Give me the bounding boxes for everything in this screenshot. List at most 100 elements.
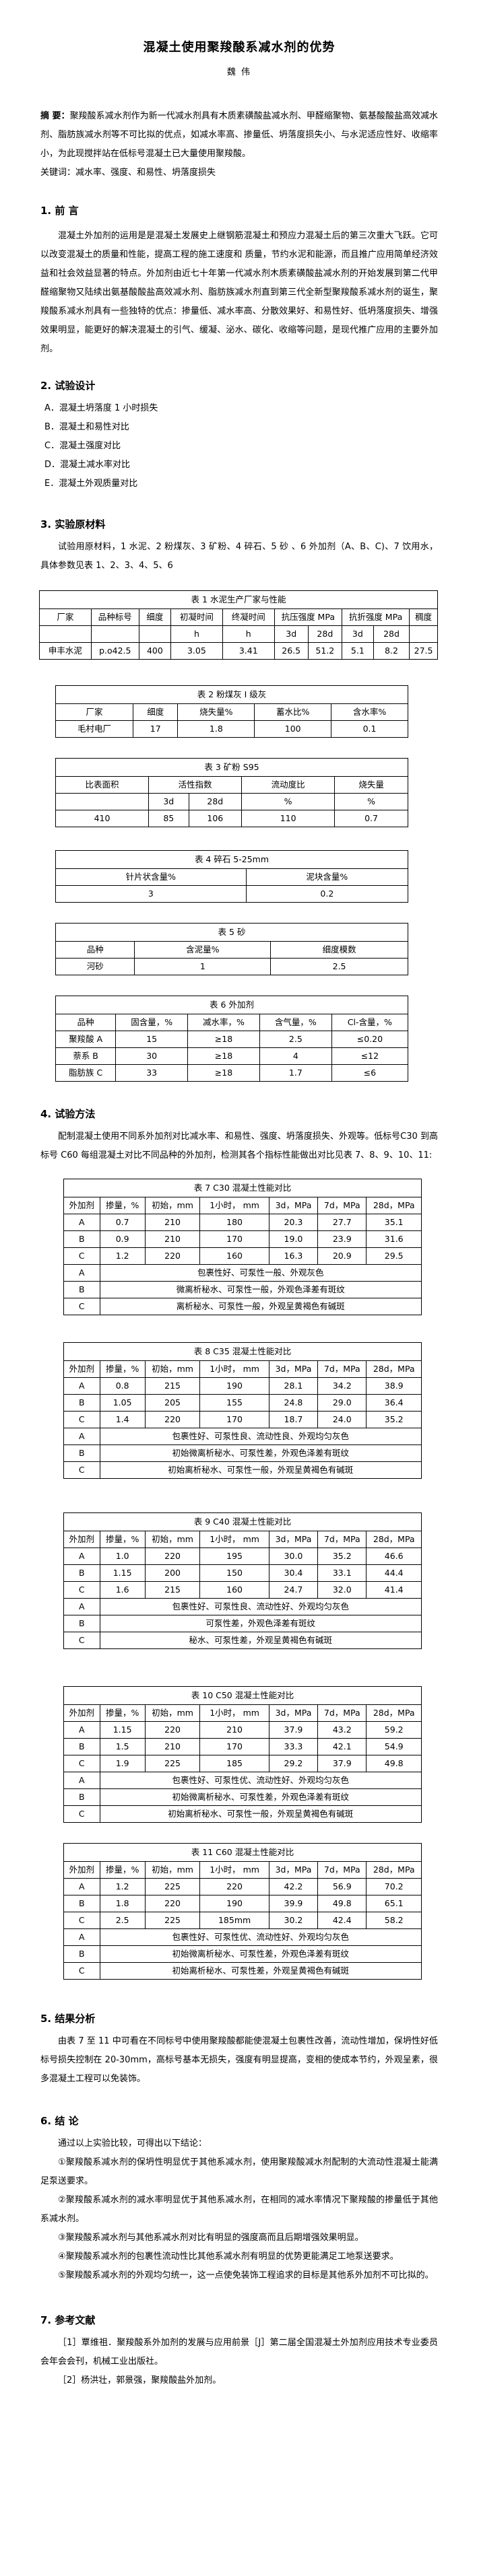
table-cell: 4 (259, 1047, 332, 1065)
remark-label: A (63, 1264, 100, 1282)
table-cell: 1.2 (99, 1247, 146, 1265)
table-8-c35-performance: 表 8 C35 混凝土性能对比 外加剂 掺量，% 初始，mm 1小时， mm 3d，MPa… (63, 1342, 422, 1479)
table-title: 表 3 矿粉 S95 (55, 758, 408, 777)
table-cell: 萘系 B (55, 1047, 117, 1065)
list-item: B．混凝土和易性对比 (44, 422, 129, 432)
table-cell: C (63, 1755, 100, 1772)
table-cell: 33.1 (317, 1564, 367, 1582)
author-name: 魏 伟 (226, 67, 252, 77)
table-cell: 210 (144, 1230, 201, 1248)
column-header: 细度 (138, 608, 172, 626)
table-row: A 1.2 225 220 42.2 56.9 70.2 (63, 1878, 422, 1895)
table-row: A 1.0 220 195 30.0 35.2 46.6 (63, 1547, 422, 1565)
table-cell: 35.1 (366, 1214, 422, 1231)
table-row: 外加剂 掺量，% 初始，mm 1小时， mm 3d，MPa 7d，MPa 28d，MPa (63, 1704, 422, 1722)
table-cell: ≥18 (187, 1064, 260, 1082)
table-row: A 包裹性好、可泵性良、流动性良、外观均匀灰色 (63, 1428, 422, 1445)
table-row: 萘系 B 30 ≥18 4 ≤12 (55, 1047, 409, 1065)
table-2-wrap: 表 2 粉煤灰 I 级灰 厂家 细度 烧失量% 蓄水比% 含水率% 毛村电厂 17 1.8 100… (55, 685, 408, 738)
column-header: 初凝时间 (170, 608, 223, 626)
table-cell: 19.0 (268, 1230, 319, 1248)
table-cell: 毛村电厂 (55, 720, 134, 738)
table-row: C 初始离析秘水、可泵性一般，外观呈黄褐色有碱斑 (63, 1461, 422, 1479)
table-cell: 43.2 (317, 1721, 367, 1739)
table-cell: 1.8 (99, 1895, 146, 1912)
table-cell: C (63, 1411, 100, 1428)
column-header: 掺量，% (99, 1704, 146, 1722)
table-cell: 215 (144, 1377, 201, 1395)
table-cell: 24.8 (268, 1394, 319, 1412)
table-row: 外加剂 掺量，% 初始，mm 1小时， mm 3d，MPa 7d，MPa 28d，MPa (63, 1197, 422, 1214)
column-header: 初始，mm (144, 1861, 201, 1879)
table-cell: 29.5 (366, 1247, 422, 1265)
table-9-wrap: 表 9 C40 混凝土性能对比 外加剂 掺量，% 初始，mm 1小时， mm 3d，MPa… (63, 1512, 422, 1649)
table-cell: 185 (199, 1755, 269, 1772)
table-row: C 1.4 220 170 18.7 24.0 35.2 (63, 1411, 422, 1428)
table-cell: 35.2 (366, 1411, 422, 1428)
table-cell: 65.1 (366, 1895, 422, 1912)
table-row: C 2.5 225 185mm 30.2 42.4 58.2 (63, 1912, 422, 1929)
remark-label: C (63, 1632, 100, 1649)
table-row: A 包裹性好、可泵性优、流动性好、外观均匀灰色 (63, 1772, 422, 1789)
table-8-wrap: 表 8 C35 混凝土性能对比 外加剂 掺量，% 初始，mm 1小时， mm 3d，MPa… (63, 1342, 422, 1479)
table-row: 3 0.2 (55, 885, 409, 903)
remark-label: C (63, 1298, 100, 1315)
table-cell: 106 (188, 810, 243, 827)
table-cell: 195 (199, 1547, 269, 1565)
column-header: 烧失量% (177, 703, 255, 721)
column-header: 3d (274, 625, 309, 643)
column-header: 含泥量% (134, 941, 272, 959)
table-cell: 210 (199, 1721, 269, 1739)
table-cell: 41.4 (366, 1581, 422, 1599)
table-cell: 5.1 (341, 642, 374, 660)
section-3-heading: 3. 实验原材料 (40, 518, 106, 530)
table-cell: 39.9 (268, 1895, 319, 1912)
table-row: C 1.9 225 185 29.2 37.9 49.8 (63, 1755, 422, 1772)
table-1-cement: 表 1 水泥生产厂家与性能 厂家 品种标号 细度 初凝时间 终凝时间 抗压强度 MPa 抗折强… (39, 590, 438, 660)
column-header: 掺量，% (99, 1360, 146, 1378)
table-row: 表 3 矿粉 S95 (55, 758, 408, 777)
table-10-wrap: 表 10 C50 混凝土性能对比 外加剂 掺量，% 初始，mm 1小时， mm 3d，MP… (63, 1686, 422, 1823)
table-cell: 1.05 (99, 1394, 146, 1412)
design-list: A．混凝土坍落度 1 小时损失 B．混凝土和易性对比 C．混凝土强度对比 D．混… (40, 399, 438, 493)
column-header: 28d，MPa (366, 1704, 422, 1722)
conclusion-item-1: ①聚羧酸系减水剂的保坍性明显优于其他系减水剂，使用聚羧酸减水剂配制的大流动性混凝… (40, 2157, 438, 2186)
column-header (90, 625, 139, 643)
remark-label: B (63, 1615, 100, 1632)
table-row: C 离析秘水、可泵性一般，外观呈黄褐色有碱斑 (63, 1298, 422, 1315)
table-row: 脂肪族 C 33 ≥18 1.7 ≤6 (55, 1064, 409, 1082)
table-cell: B (63, 1230, 100, 1248)
table-cell: 37.9 (317, 1755, 367, 1772)
table-cell: C (63, 1581, 100, 1599)
table-cell: 脂肪族 C (55, 1064, 117, 1082)
table-cell: C (63, 1912, 100, 1929)
table-cell: 申丰水泥 (39, 642, 92, 660)
table-cell: 3.05 (170, 642, 223, 660)
column-header: 初始，mm (144, 1531, 201, 1548)
table-1-wrap: 表 1 水泥生产厂家与性能 厂家 品种标号 细度 初凝时间 终凝时间 抗压强度 MPa 抗折强… (39, 590, 438, 660)
table-cell: 205 (144, 1394, 201, 1412)
table-cell: 38.9 (366, 1377, 422, 1395)
table-row: 表 4 碎石 5-25mm (55, 850, 408, 869)
column-header: 3d，MPa (268, 1531, 319, 1548)
table-row: B 1.15 200 150 30.4 33.1 44.4 (63, 1564, 422, 1582)
table-row: A 包裹性好、可泵性优、流动性好、外观均匀灰色 (63, 1928, 422, 1946)
column-header: 固含量，% (115, 1014, 189, 1031)
table-4-wrap: 表 4 碎石 5-25mm 针片状含量% 泥块含量% 3 0.2 (55, 850, 409, 903)
column-header: h (170, 625, 223, 643)
table-row: B 初始微离析秘水、可泵性差，外观色泽差有斑纹 (63, 1788, 422, 1806)
list-item: E．混凝土外观质量对比 (44, 479, 138, 489)
table-cell: ≥18 (187, 1047, 260, 1065)
abstract-paragraph: 摘 要：聚羧酸系减水剂作为新一代减水剂具有木质素磺酸盐减水剂、甲醛缩聚物、氨基酸… (40, 107, 438, 164)
conclusion-intro: 通过以上实验比较，可得出以下结论： (58, 2138, 208, 2149)
column-header: 28d (188, 793, 243, 810)
table-cell: C (63, 1247, 100, 1265)
table-row: 表 8 C35 混凝土性能对比 (63, 1342, 422, 1361)
table-cell: 170 (199, 1738, 269, 1755)
table-cell: B (63, 1564, 100, 1582)
table-cell: 225 (144, 1912, 201, 1929)
table-row: 毛村电厂 17 1.8 100 0.1 (55, 720, 408, 738)
table-cell: ≥18 (187, 1031, 260, 1048)
table-cell: 410 (55, 810, 150, 827)
